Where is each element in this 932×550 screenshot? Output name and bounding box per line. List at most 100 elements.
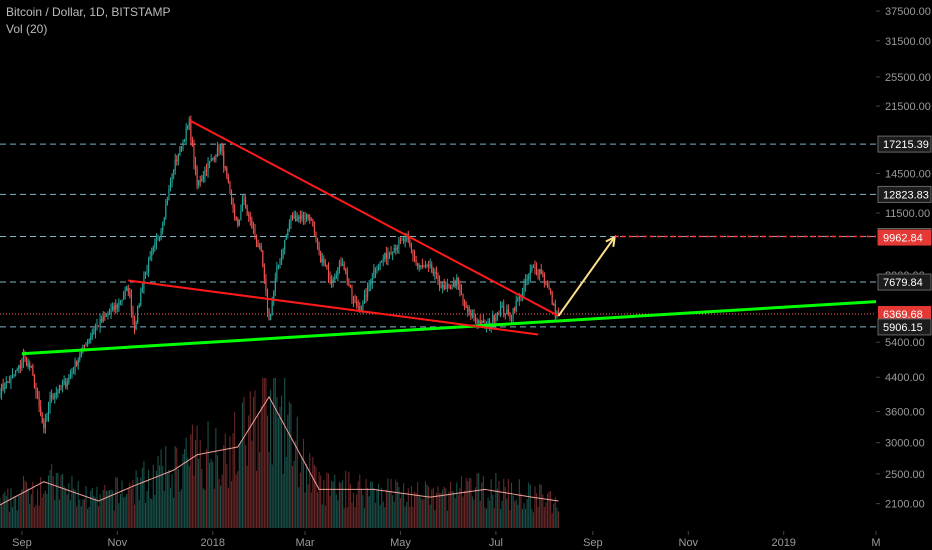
volume-bar <box>299 472 301 528</box>
candle-body <box>265 278 267 292</box>
volume-bar <box>62 473 64 528</box>
candle-body <box>116 305 118 308</box>
candle-body <box>190 119 192 140</box>
volume-bar <box>445 488 447 528</box>
volume-bar <box>88 506 90 528</box>
volume-bar <box>252 396 254 528</box>
volume-bar <box>194 440 197 528</box>
volume-bar <box>429 504 431 528</box>
candle-body <box>464 300 466 307</box>
candle-body <box>8 382 10 384</box>
volume-bar <box>332 481 334 528</box>
volume-bar <box>296 416 298 528</box>
candle-body <box>337 267 339 276</box>
candle-body <box>118 302 120 308</box>
volume-bar <box>230 481 233 528</box>
candle-body <box>57 392 59 394</box>
volume-bar <box>356 494 358 528</box>
candle-body <box>210 158 212 162</box>
volume-bar <box>304 492 306 528</box>
candle-body <box>534 267 536 269</box>
candle-body <box>426 264 428 267</box>
volume-bar <box>357 481 359 528</box>
candle-body <box>290 215 292 224</box>
volume-bar <box>155 470 157 528</box>
volume-bar <box>180 488 183 528</box>
volume-bar <box>490 479 492 528</box>
candle-body <box>115 305 117 310</box>
volume-bar <box>102 489 104 528</box>
volume-bar <box>40 476 42 528</box>
price-badge-label: 17215.39 <box>883 139 929 151</box>
volume-bar <box>501 500 503 528</box>
volume-bar <box>179 491 181 528</box>
volume-indicator-label[interactable]: Vol (20) <box>6 22 48 36</box>
volume-bar <box>99 494 101 528</box>
candle-body <box>384 252 386 260</box>
candle-body <box>504 313 506 315</box>
candle-body <box>514 308 516 311</box>
candle-body <box>201 179 203 182</box>
volume-bar <box>352 492 355 528</box>
volume-bar <box>432 487 434 528</box>
candle-body <box>229 182 231 190</box>
volume-bar <box>121 480 123 528</box>
candle-body <box>33 374 35 389</box>
candle-body <box>77 359 79 366</box>
volume-bar <box>30 494 32 528</box>
candle-body <box>417 262 419 267</box>
candle-body <box>227 176 229 183</box>
candle-body <box>87 340 89 346</box>
candle-body <box>329 277 331 280</box>
candle-body <box>68 377 70 384</box>
candle-body <box>431 264 433 272</box>
candle-body <box>284 239 286 251</box>
candle-body <box>423 266 425 268</box>
candle-body <box>243 199 245 201</box>
volume-bar <box>146 491 148 528</box>
volume-bar <box>235 474 237 528</box>
candle-body <box>276 267 278 279</box>
volume-bar <box>417 482 419 528</box>
candle-body <box>354 301 356 303</box>
target-arrow <box>557 236 616 317</box>
candle-body <box>428 264 430 266</box>
candle-body <box>473 314 475 319</box>
candle-body <box>282 250 284 254</box>
volume-bar <box>210 458 212 528</box>
candle-body <box>398 240 400 248</box>
time-axis[interactable]: Sep Nov 2018 Mar May Jul Sep Nov 2019 M <box>0 531 881 550</box>
candle-body <box>548 285 550 290</box>
volume-bar <box>90 490 92 528</box>
volume-bar <box>69 500 71 528</box>
candle-body <box>193 144 195 164</box>
volume-bar <box>460 476 463 528</box>
volume-bar <box>149 498 151 528</box>
volume-bar <box>281 395 283 528</box>
volume-bar <box>346 507 348 528</box>
candle-body <box>74 361 76 371</box>
volume-bar <box>33 507 35 528</box>
candle-body <box>298 216 300 219</box>
volume-bar <box>404 506 406 528</box>
symbol-title[interactable]: Bitcoin / Dollar, 1D, BITSTAMP <box>6 5 171 19</box>
candle-body <box>296 218 298 222</box>
candle-body <box>63 380 65 384</box>
candle-body <box>223 151 225 167</box>
candle-body <box>507 309 509 313</box>
candle-body <box>110 310 112 314</box>
price-badge <box>877 273 932 291</box>
candle-body <box>287 228 289 236</box>
candle-body <box>277 265 279 268</box>
candle-body <box>235 216 237 220</box>
candle-body <box>424 266 427 268</box>
price-badge-label: 5906.15 <box>883 322 923 334</box>
volume-bar <box>481 482 483 528</box>
candle-body <box>291 215 294 219</box>
volume-bar <box>340 482 342 528</box>
volume-bar <box>465 478 467 528</box>
candle-body <box>55 392 57 396</box>
candle-body <box>512 308 514 317</box>
time-tick-label: M <box>871 537 880 549</box>
